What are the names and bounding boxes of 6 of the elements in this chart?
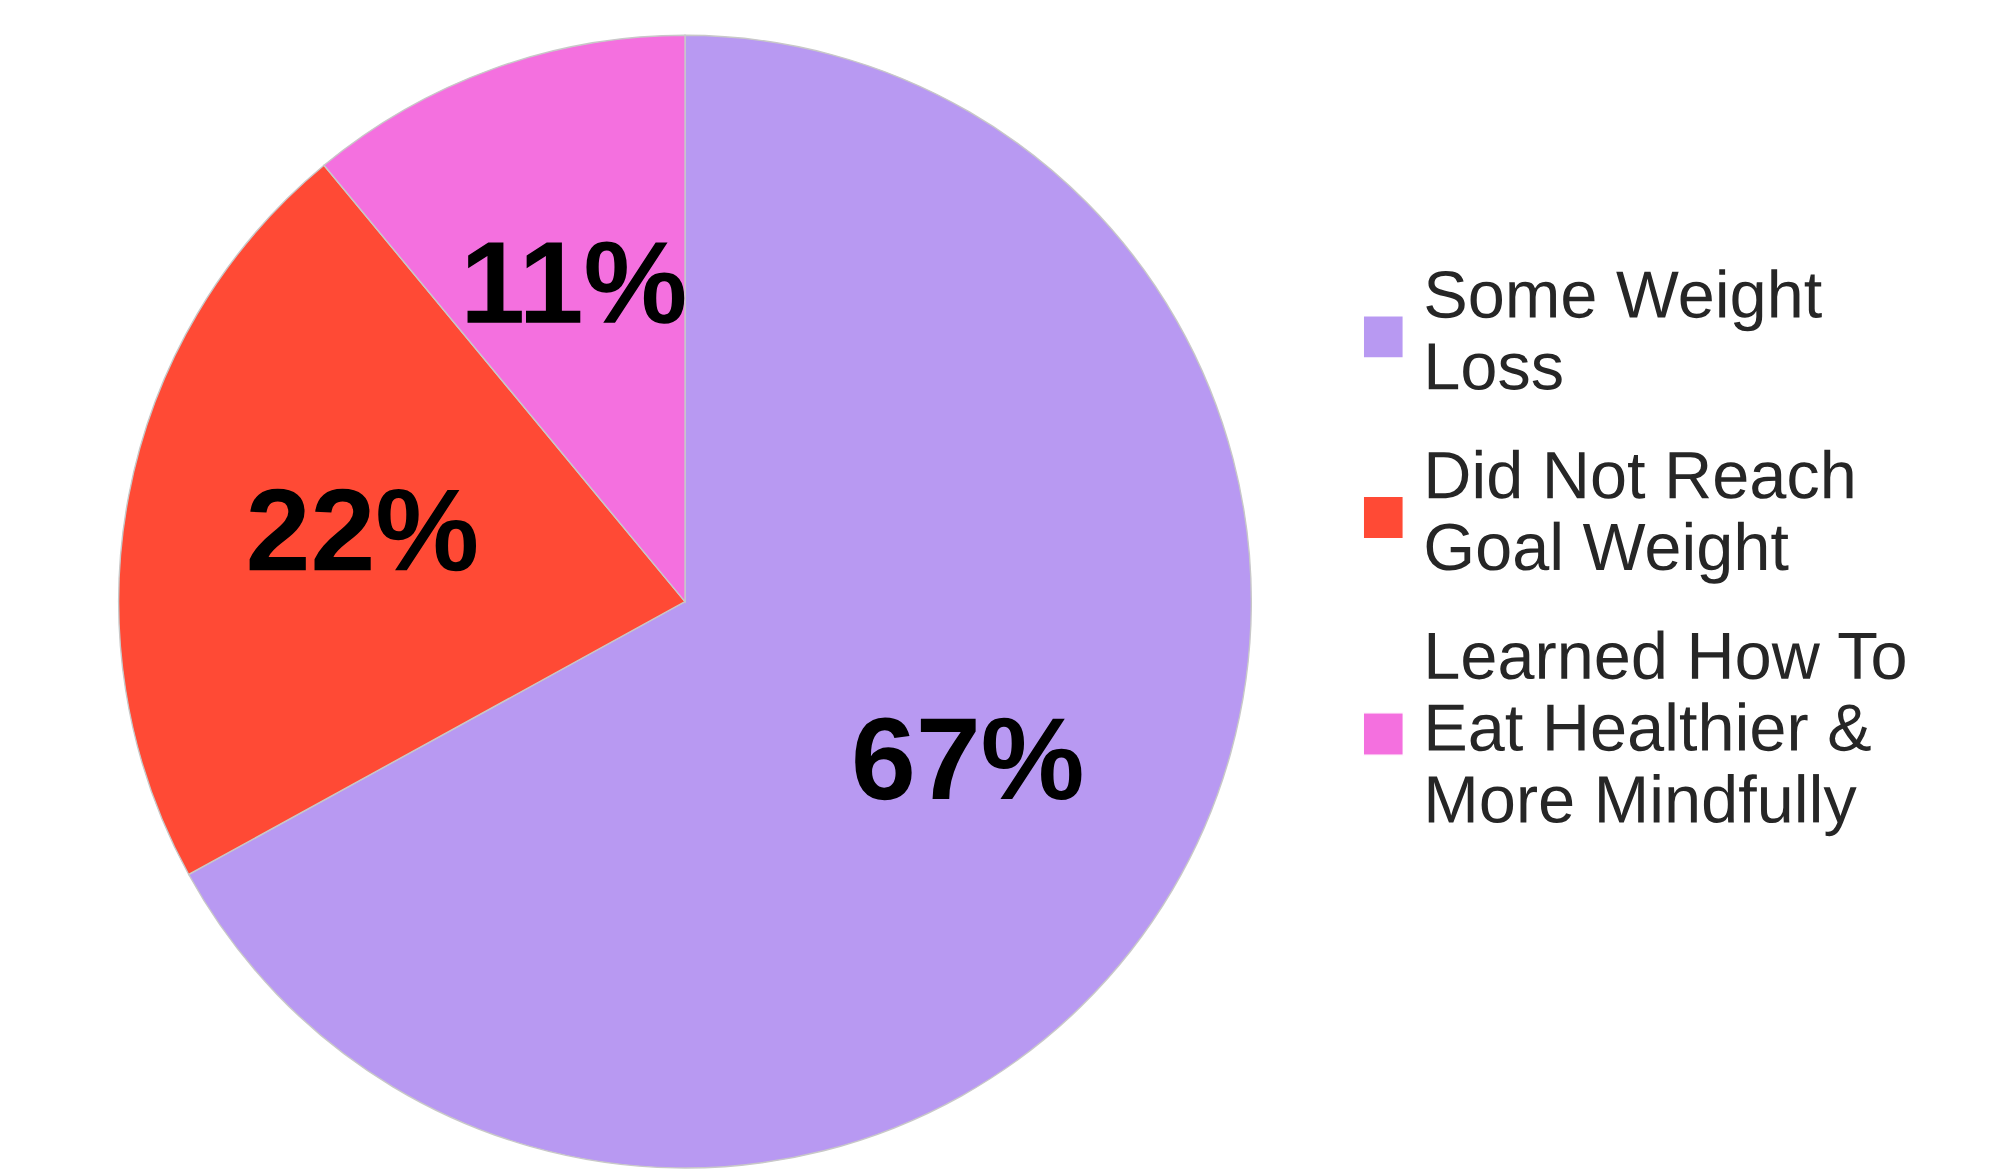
data-label: 67% — [855, 717, 1082, 801]
legend-label: Did Not Reach Goal Weight — [1426, 449, 1853, 584]
data-label: 11% — [467, 241, 685, 324]
legend-label: Learned How To Eat Healthier & More Mindfully — [1428, 630, 1905, 837]
data-label: 22% — [249, 488, 477, 572]
legend-label: Some Weight Loss — [1426, 269, 1822, 390]
